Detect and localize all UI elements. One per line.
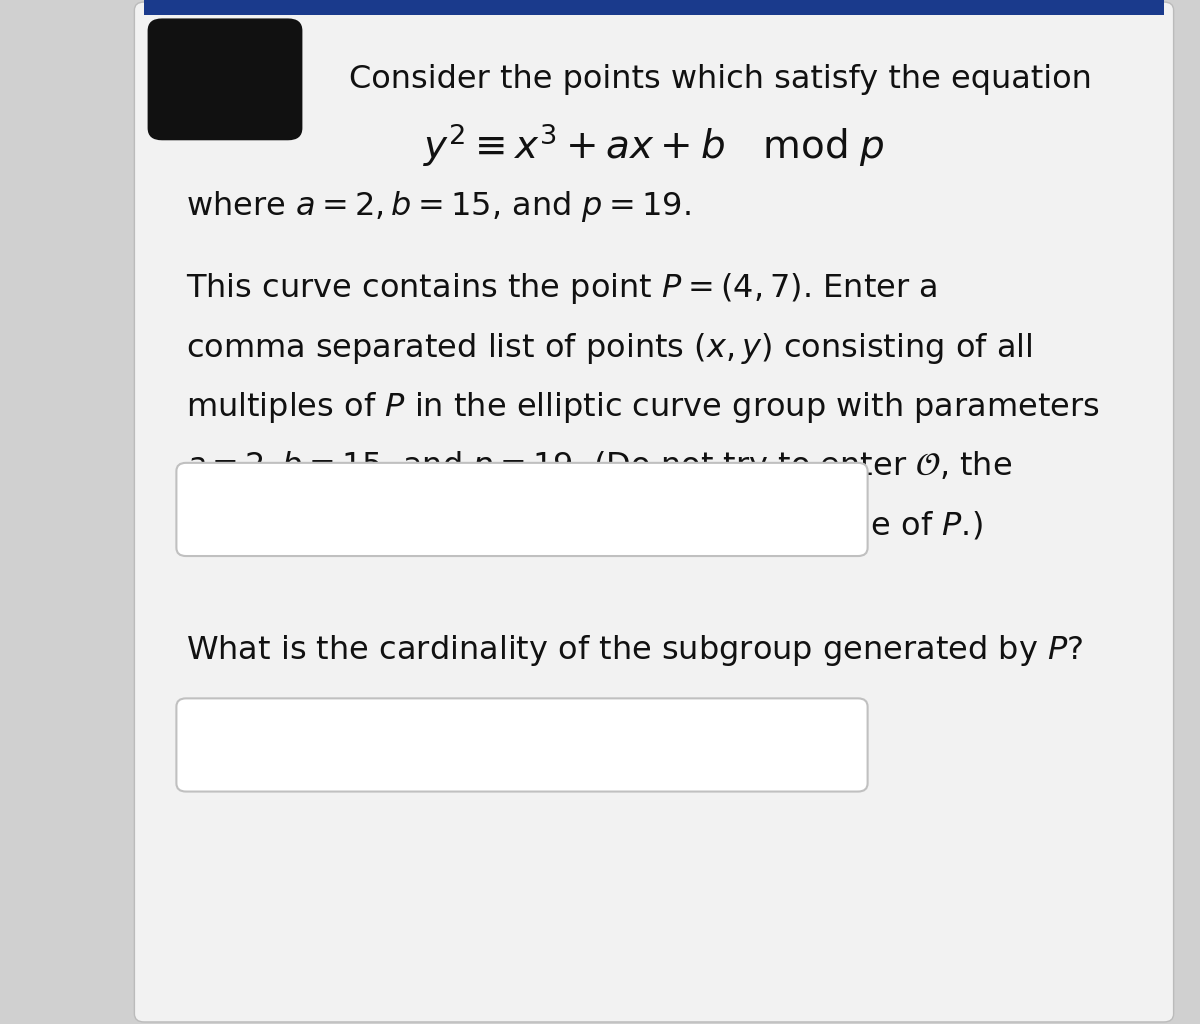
Text: where $a = 2, b = 15$, and $p = 19$.: where $a = 2, b = 15$, and $p = 19$. <box>186 189 691 224</box>
Text: What is the cardinality of the subgroup generated by $P$?: What is the cardinality of the subgroup … <box>186 633 1084 668</box>
Text: Consider the points which satisfy the equation: Consider the points which satisfy the eq… <box>348 65 1092 95</box>
Text: comma separated list of points $(x, y)$ consisting of all: comma separated list of points $(x, y)$ … <box>186 331 1032 366</box>
FancyBboxPatch shape <box>144 0 1164 15</box>
Text: $a = 2, b = 15$, and $p = 19$. (Do not try to enter $\mathcal{O}$, the: $a = 2, b = 15$, and $p = 19$. (Do not t… <box>186 450 1012 484</box>
FancyBboxPatch shape <box>134 2 1174 1022</box>
FancyBboxPatch shape <box>176 463 868 556</box>
FancyBboxPatch shape <box>176 698 868 792</box>
Text: $y^2 \equiv x^3 + ax + b \quad \mathrm{mod}\; p$: $y^2 \equiv x^3 + ax + b \quad \mathrm{m… <box>424 122 884 169</box>
FancyBboxPatch shape <box>148 18 302 140</box>
Text: multiples of $P$ in the elliptic curve group with parameters: multiples of $P$ in the elliptic curve g… <box>186 390 1099 425</box>
Text: point at infinity, even though it is a multiple of $P$.): point at infinity, even though it is a m… <box>186 509 983 544</box>
Text: This curve contains the point $P = (4, 7)$. Enter a: This curve contains the point $P = (4, 7… <box>186 271 937 306</box>
